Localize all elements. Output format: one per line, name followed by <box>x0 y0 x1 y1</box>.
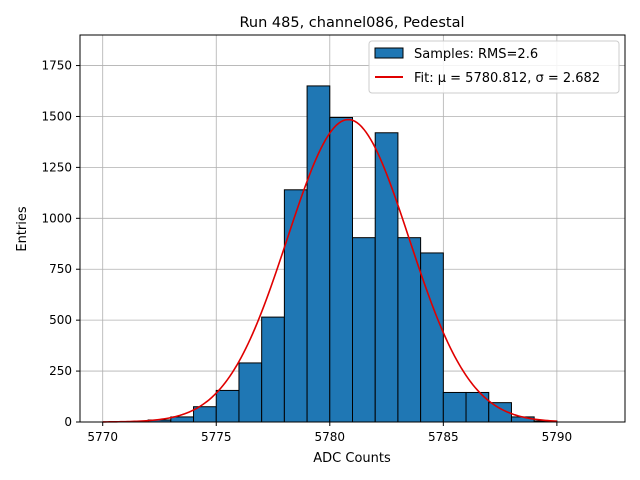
x-tick-label: 5785 <box>428 430 459 444</box>
x-tick-label: 5790 <box>542 430 573 444</box>
legend-box <box>368 40 620 94</box>
y-axis-label: Entries <box>15 206 30 252</box>
legend-fit-label: Fit: μ = 5780.812, σ = 2.682 <box>414 71 600 86</box>
y-tick-label: 750 <box>49 262 72 276</box>
legend-histogram-label: Samples: RMS=2.6 <box>414 47 538 62</box>
histogram-bar <box>352 237 376 423</box>
y-tick-label: 1750 <box>41 59 72 73</box>
histogram-bar <box>397 237 422 423</box>
plot-frame <box>79 34 626 423</box>
histogram-bars <box>147 85 558 423</box>
histogram-bar <box>306 85 331 423</box>
y-tick-label: 0 <box>64 415 72 429</box>
y-tick-label: 1500 <box>41 109 72 123</box>
histogram-bar <box>283 189 308 423</box>
y-tick-label: 500 <box>49 313 72 327</box>
chart-title: Run 485, channel086, Pedestal <box>239 15 464 31</box>
histogram-bar <box>238 362 263 423</box>
histogram-bar <box>442 391 467 423</box>
histogram-bar <box>261 316 285 423</box>
y-tick-label: 250 <box>49 364 72 378</box>
legend-histogram-swatch <box>374 47 404 59</box>
fit-curve-layer <box>102 118 557 423</box>
x-axis-ticks: 5770 5775 5780 5785 5790 <box>87 422 572 444</box>
y-axis-ticks: 0 250 500 750 1000 1250 1500 1750 <box>41 59 80 429</box>
y-tick-label: 1000 <box>41 211 72 225</box>
histogram-bar <box>465 391 490 423</box>
y-tick-label: 1250 <box>41 160 72 174</box>
x-tick-label: 5770 <box>87 430 118 444</box>
legend: Samples: RMS=2.6 Fit: μ = 5780.812, σ = … <box>368 40 620 94</box>
x-tick-label: 5780 <box>315 430 346 444</box>
x-tick-label: 5775 <box>201 430 232 444</box>
x-axis-label: ADC Counts <box>313 451 391 466</box>
histogram-bar <box>420 252 444 423</box>
histogram-bar <box>329 116 353 423</box>
histogram-bar <box>215 389 240 423</box>
gaussian-fit-curve <box>102 118 557 423</box>
histogram-bar <box>374 132 399 423</box>
